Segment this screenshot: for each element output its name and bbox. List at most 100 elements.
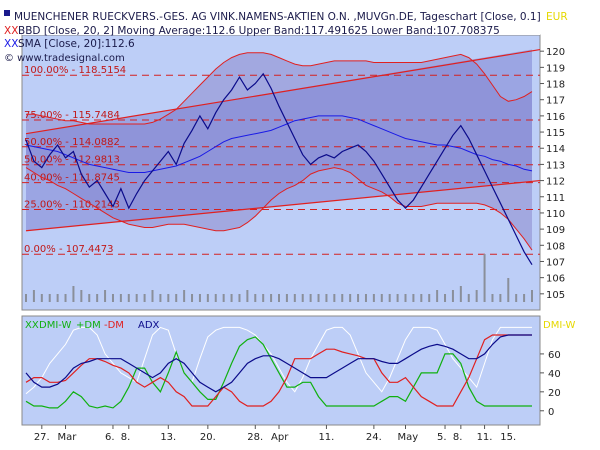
price-y-tick-label: 118	[546, 80, 565, 91]
volume-bar	[25, 294, 27, 302]
fib-level-label: 50.00% - 112.9813	[24, 155, 120, 166]
fib-level-label: 75.00% - 115.7484	[24, 110, 120, 121]
price-y-tick-label: 114	[546, 144, 565, 155]
volume-bar	[333, 294, 336, 302]
volume-bar	[151, 290, 154, 302]
price-y-tick-label: 108	[546, 241, 565, 252]
dmi-xx-marker: XX	[25, 320, 39, 331]
bbd-legend: BBD [Close, 20, 2] Moving Average:112.6 …	[18, 25, 500, 37]
volume-bar	[380, 294, 383, 302]
volume-bar	[301, 294, 304, 302]
x-tick-label: Mar	[58, 432, 78, 443]
volume-bar	[214, 294, 217, 302]
volume-bar	[357, 294, 360, 302]
volume-bar	[183, 290, 186, 302]
volume-bar	[72, 286, 75, 302]
fib-level-label: 100.00% - 118.5154	[24, 65, 126, 76]
fib-level-label: 50.00% - 114.0882	[24, 137, 120, 148]
volume-bar	[396, 294, 399, 302]
price-y-tick-label: 112	[546, 177, 565, 188]
volume-bar	[143, 294, 146, 302]
x-tick-label: Apr	[271, 432, 289, 443]
volume-bar	[293, 294, 296, 302]
volume-bar	[451, 290, 454, 302]
volume-bar	[483, 254, 486, 302]
volume-bar	[64, 294, 67, 302]
volume-bar	[364, 294, 367, 302]
price-y-tick-label: 106	[546, 274, 565, 285]
volume-bar	[428, 294, 431, 302]
x-tick-label: 8.	[453, 432, 463, 443]
dmi-y-tick-label: 0	[548, 407, 554, 418]
dmi-legend-dmiw: DMI-W	[39, 320, 71, 331]
price-plot-layer: 100.00% - 118.5154 75.00% - 115.7484 50.00…	[22, 48, 541, 302]
x-tick-label: 11.	[318, 432, 334, 443]
volume-bar	[175, 294, 178, 302]
axes-layer: 105 106 107 108 109 110 111 112 113 114 115 116 117 1…	[34, 47, 565, 443]
volume-bar	[206, 294, 209, 302]
volume-bar	[48, 294, 51, 302]
volume-bar	[444, 294, 447, 302]
x-tick-label: May	[398, 432, 419, 443]
sma-marker: XX	[4, 38, 18, 50]
volume-bar	[270, 294, 273, 302]
volume-bar	[56, 294, 59, 302]
x-tick-label: 8.	[121, 432, 131, 443]
currency-label: EUR	[546, 11, 568, 23]
volume-bar	[404, 294, 407, 302]
close-price-line	[25, 72, 533, 266]
x-tick-label: 5.	[437, 432, 447, 443]
volume-bar	[436, 290, 439, 302]
dmi-legend-plusdm: +DM	[76, 320, 101, 331]
volume-bar	[523, 294, 526, 302]
x-tick-label: 24.	[366, 432, 382, 443]
price-y-tick-label: 116	[546, 112, 565, 123]
dmi-line-dm	[25, 334, 532, 407]
dmi-panel-border	[21, 315, 541, 426]
copyright-text: © www.tradesignal.com	[4, 53, 125, 64]
chart-header: MUENCHENER RUECKVERS.-GES. AG VINK.NAMEN…	[4, 10, 568, 64]
price-y-tick-label: 113	[546, 160, 565, 171]
dmi-legend-minusdm: -DM	[104, 320, 124, 331]
dmi-y-tick-label: 60	[548, 350, 561, 361]
volume-bar	[104, 290, 107, 302]
x-tick-label: 11.	[477, 432, 493, 443]
volume-bar	[159, 294, 162, 302]
fib-level-label: 0.00% - 107.4473	[24, 244, 113, 255]
volume-bar	[325, 294, 328, 302]
x-tick-label: 20.	[200, 432, 216, 443]
volume-bar	[246, 290, 249, 302]
volume-bar	[238, 294, 241, 302]
volume-bar	[222, 294, 225, 302]
volume-bar	[198, 294, 201, 302]
volume-bar	[309, 294, 312, 302]
volume-bar	[459, 286, 462, 302]
price-y-tick-label: 119	[546, 63, 565, 74]
dmi-legend-adx: ADX	[138, 320, 160, 331]
fib-level-label: 40.00% - 111.8745	[24, 173, 120, 184]
volume-bar	[40, 294, 43, 302]
bollinger-header-strip	[22, 6, 540, 35]
upper-band-line	[26, 52, 533, 125]
dmi-line-adx	[25, 334, 532, 393]
volume-bar	[420, 294, 423, 302]
volume-bar	[372, 294, 375, 302]
price-y-tick-label: 107	[546, 257, 565, 268]
trend-channel-fill	[26, 49, 532, 231]
dmi-plot-layer	[25, 326, 532, 409]
dmi-line-dm	[25, 336, 532, 409]
x-tick-label: 6.	[105, 432, 115, 443]
volume-bar	[412, 294, 415, 302]
volume-bar	[515, 294, 518, 302]
volume-bar	[349, 294, 352, 302]
volume-bar	[119, 294, 122, 302]
volume-bar	[127, 294, 130, 302]
volume-bar	[467, 294, 470, 302]
volume-bar	[507, 278, 510, 302]
dmi-y-tick-label: 20	[548, 388, 561, 399]
dmi-y-tick-label: 40	[548, 369, 561, 380]
volume-bar	[499, 294, 502, 302]
x-tick-label: 27.	[34, 432, 50, 443]
volume-bar	[135, 294, 138, 302]
